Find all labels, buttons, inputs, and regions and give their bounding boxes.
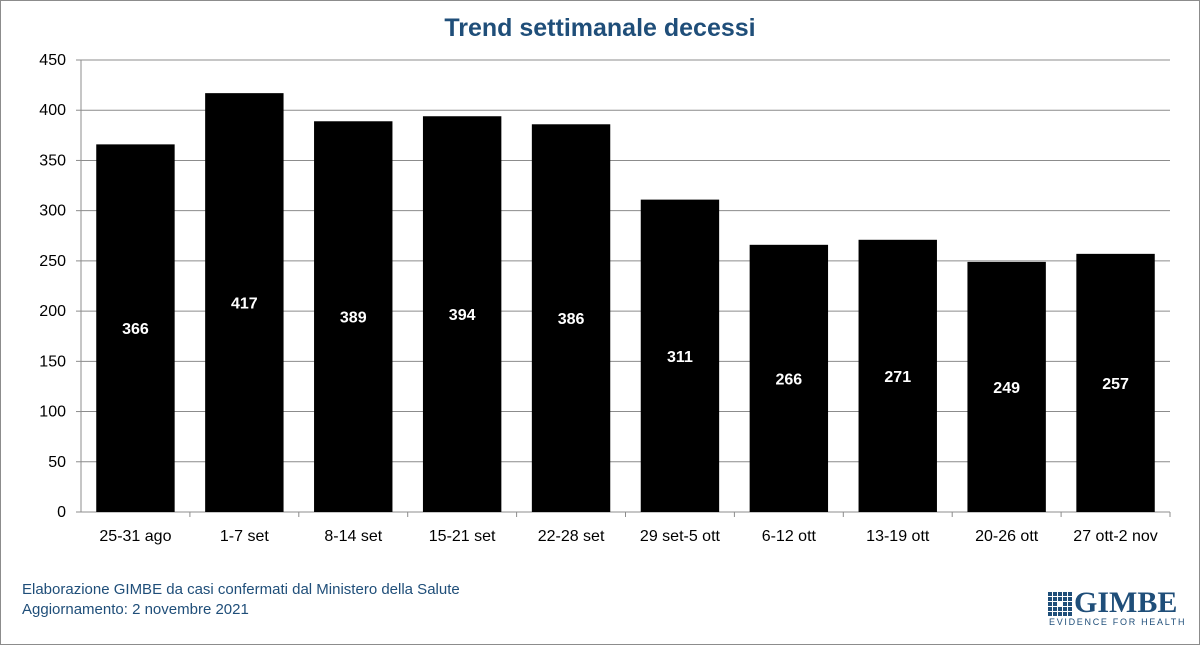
bar [749, 244, 829, 512]
logo-tagline: EVIDENCE FOR HEALTH [1049, 617, 1187, 627]
bar [314, 121, 393, 512]
grid-logo-icon [1048, 592, 1072, 616]
bar [205, 93, 284, 512]
x-tick-label: 1-7 set [220, 528, 269, 545]
x-tick-label: 29 set-5 ott [640, 528, 721, 545]
bar [967, 261, 1046, 512]
logo-text: GIMBE [1074, 586, 1178, 619]
x-tick-label: 13-19 ott [866, 528, 930, 545]
bar-data-label: 417 [231, 296, 258, 313]
y-tick-label: 100 [39, 404, 66, 421]
chart-title: Trend settimanale decessi [444, 14, 756, 42]
bar [96, 144, 175, 512]
x-tick-label: 20-26 ott [975, 528, 1039, 545]
bar-data-label: 266 [775, 371, 802, 388]
y-tick-label: 400 [39, 102, 66, 119]
y-tick-label: 350 [39, 152, 66, 169]
bar [858, 239, 937, 512]
y-tick-label: 300 [39, 203, 66, 220]
footer-source: Elaborazione GIMBE da casi confermati da… [22, 581, 460, 598]
bar [422, 116, 502, 512]
y-tick-label: 200 [39, 303, 66, 320]
gimbe-logo: GIMBE EVIDENCE FOR HEALTH [1048, 587, 1184, 629]
bar-data-label: 311 [667, 349, 693, 366]
footer-updated: Aggiornamento: 2 novembre 2021 [22, 601, 249, 618]
bar [640, 199, 720, 512]
x-tick-label: 22-28 set [538, 528, 605, 545]
x-tick-label: 27 ott-2 nov [1073, 528, 1158, 545]
x-tick-label: 25-31 ago [99, 528, 171, 545]
bar-data-label: 366 [122, 321, 149, 338]
bar-data-label: 394 [449, 307, 476, 324]
y-tick-label: 150 [39, 353, 66, 370]
y-tick-label: 0 [57, 504, 66, 521]
bar-data-label: 386 [558, 311, 585, 328]
y-tick-label: 50 [48, 454, 66, 471]
x-tick-label: 6-12 ott [762, 528, 817, 545]
bar [1076, 253, 1155, 512]
y-tick-label: 250 [39, 253, 66, 270]
x-tick-label: 15-21 set [429, 528, 496, 545]
bar-data-label: 389 [340, 310, 367, 327]
y-tick-label: 450 [39, 52, 66, 69]
bar [531, 124, 611, 512]
x-tick-label: 8-14 set [324, 528, 382, 545]
footer: Elaborazione GIMBE da casi confermati da… [22, 580, 460, 620]
bar-data-label: 249 [993, 380, 1020, 397]
bar-data-label: 257 [1102, 376, 1129, 393]
bar-data-label: 271 [884, 369, 911, 386]
